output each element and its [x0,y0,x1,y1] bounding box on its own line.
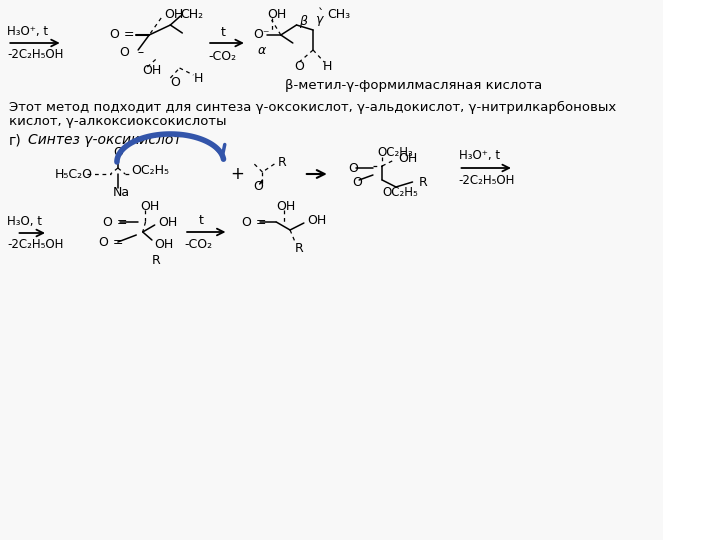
Text: -2C₂H₅OH: -2C₂H₅OH [7,238,64,251]
Text: Синтез γ-оксикислот: Синтез γ-оксикислот [27,133,181,147]
Text: H: H [194,71,203,84]
Text: O =: O = [110,29,135,42]
Text: O⁻: O⁻ [253,29,270,42]
Text: OH: OH [397,152,417,165]
Text: O: O [171,76,180,89]
Text: O: O [352,177,361,190]
Text: H₃O⁺, t: H₃O⁺, t [459,150,500,163]
Text: г): г) [9,133,22,147]
Text: Na: Na [112,186,130,199]
Text: +: + [230,165,245,183]
Text: β-метил-γ-формилмасляная кислота: β-метил-γ-формилмасляная кислота [285,78,543,91]
Text: `: ` [318,9,324,22]
Text: O =: O = [103,215,127,228]
Text: OH: OH [158,215,178,228]
Text: H₅C₂O: H₅C₂O [55,167,94,180]
Text: R: R [278,156,287,168]
Text: H: H [323,60,332,73]
Text: O: O [348,161,358,174]
Text: -2C₂H₅OH: -2C₂H₅OH [459,173,515,186]
Text: R: R [294,241,303,254]
Text: O =: O = [99,235,124,248]
Text: O: O [253,180,263,193]
Text: OH: OH [164,9,183,22]
Text: кислот, γ-алкоксиоксокислоты: кислот, γ-алкоксиоксокислоты [9,114,227,127]
Text: OC₂H₅: OC₂H₅ [382,186,418,199]
Text: OC₂H₅: OC₂H₅ [131,164,168,177]
Text: Этот метод подходит для синтеза γ-оксокислот, γ-альдокислот, γ-нитрилкарбоновых: Этот метод подходит для синтеза γ-оксоки… [9,100,616,113]
Text: CH₃: CH₃ [327,9,350,22]
Text: O =: O = [242,215,266,228]
Text: OH: OH [143,64,162,77]
Text: H₃O, t: H₃O, t [7,215,42,228]
Text: -CO₂: -CO₂ [209,50,237,63]
Text: -CO₂: -CO₂ [184,238,212,251]
Text: t: t [198,213,203,226]
Text: α: α [258,44,266,57]
Text: O  –: O – [120,46,144,59]
Text: OH: OH [276,200,295,213]
Text: β: β [300,16,307,29]
Text: OH: OH [140,200,159,213]
Text: R: R [419,176,428,188]
Text: -2C₂H₅OH: -2C₂H₅OH [7,48,64,60]
Text: OH: OH [307,213,327,226]
Text: H₃O⁺, t: H₃O⁺, t [7,25,48,38]
Text: OH: OH [267,9,287,22]
Text: O: O [113,145,123,159]
Text: γ: γ [315,14,323,26]
Text: t: t [220,25,225,38]
Text: OC₂H₃: OC₂H₃ [377,145,413,159]
Text: R: R [152,253,161,267]
Text: OH: OH [155,239,174,252]
Text: CH₂: CH₂ [181,8,204,21]
Text: O: O [294,60,305,73]
